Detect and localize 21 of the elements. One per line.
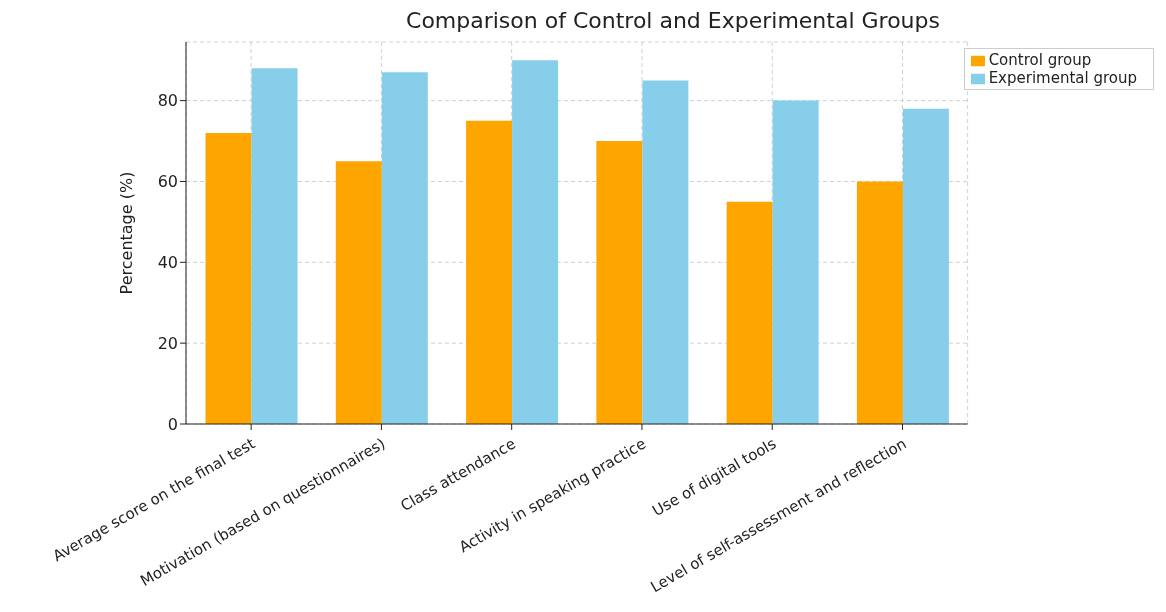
bar: [856, 181, 903, 424]
chart-title: Comparison of Control and Experimental Groups: [405, 8, 941, 35]
bar: [466, 120, 513, 424]
y-axis-title: Percentage (%): [116, 171, 136, 295]
bar: [772, 100, 819, 424]
y-tick-label: 20: [157, 333, 178, 353]
legend-label: Control group: [988, 51, 1092, 69]
bar: [642, 80, 689, 424]
legend-label: Experimental group: [988, 69, 1137, 87]
y-tick-label: 60: [157, 172, 178, 192]
bar: [596, 141, 643, 424]
y-tick-label: 0: [167, 414, 178, 434]
bar: [381, 72, 428, 424]
bar: [512, 60, 559, 424]
bar: [726, 201, 773, 424]
bar: [902, 108, 949, 424]
bar: [205, 132, 252, 424]
bar: [335, 161, 382, 424]
y-tick-label: 80: [157, 91, 178, 111]
bar: [251, 68, 298, 424]
y-tick-label: 40: [157, 252, 178, 272]
